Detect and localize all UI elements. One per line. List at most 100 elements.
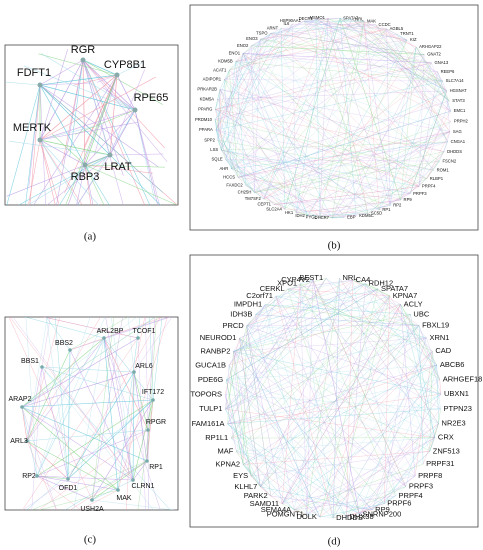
edge bbox=[346, 280, 353, 518]
edge bbox=[91, 316, 115, 501]
edge bbox=[103, 337, 149, 431]
edge bbox=[82, 59, 168, 162]
node-label: MAK bbox=[116, 495, 132, 502]
edge bbox=[112, 98, 136, 111]
edge bbox=[331, 40, 408, 219]
node-label: FAXDC2 bbox=[226, 182, 243, 187]
edge bbox=[242, 464, 295, 511]
edge bbox=[229, 70, 239, 178]
node-label: KLHL7 bbox=[234, 482, 257, 491]
node-label: CA4 bbox=[356, 275, 371, 284]
node-label: EYS bbox=[233, 471, 248, 480]
edge bbox=[69, 316, 171, 351]
node-label: HK1 bbox=[285, 210, 294, 215]
edge bbox=[233, 351, 321, 518]
edge bbox=[379, 81, 443, 211]
edge bbox=[352, 19, 417, 48]
edge bbox=[225, 279, 353, 410]
edge bbox=[36, 475, 134, 481]
edge bbox=[352, 279, 390, 297]
edge bbox=[409, 90, 447, 194]
edge bbox=[229, 70, 357, 217]
edge bbox=[36, 475, 93, 501]
edge bbox=[221, 149, 391, 206]
node-label: RPGR bbox=[146, 419, 166, 426]
node bbox=[116, 488, 120, 492]
edge bbox=[51, 133, 86, 166]
edge bbox=[245, 185, 264, 200]
edge bbox=[55, 316, 69, 480]
node-label: ARHGEF18 bbox=[443, 374, 483, 383]
edge bbox=[246, 325, 283, 504]
node-label: RLBP1 bbox=[430, 176, 444, 181]
edge bbox=[84, 164, 94, 206]
edge bbox=[235, 23, 293, 62]
node-label: PRPF3 bbox=[409, 482, 433, 491]
edge bbox=[109, 153, 164, 156]
edge bbox=[82, 59, 151, 206]
panel-label: (b) bbox=[328, 240, 341, 252]
edge bbox=[25, 316, 38, 477]
node-label: REEP6 bbox=[441, 69, 455, 74]
edge bbox=[331, 110, 451, 219]
edge bbox=[117, 316, 168, 491]
edge bbox=[39, 139, 60, 205]
node-label: BEST1 bbox=[299, 273, 323, 282]
edge bbox=[251, 20, 304, 46]
edge bbox=[260, 38, 411, 194]
edge bbox=[346, 364, 438, 518]
edge bbox=[233, 351, 261, 487]
edge bbox=[39, 139, 56, 206]
edge bbox=[64, 460, 148, 511]
edge bbox=[39, 82, 90, 86]
edge bbox=[384, 314, 411, 504]
edge bbox=[400, 62, 432, 201]
node-label: BBS2 bbox=[55, 340, 73, 347]
edge bbox=[254, 131, 450, 193]
edge bbox=[287, 288, 420, 326]
node-label: FDFT1 bbox=[17, 67, 51, 79]
node-label: PPARG bbox=[198, 107, 212, 112]
node-label: MAF bbox=[218, 447, 234, 456]
edge bbox=[414, 351, 433, 476]
edge bbox=[84, 164, 105, 206]
edge bbox=[332, 295, 390, 519]
edge bbox=[215, 80, 443, 131]
edge bbox=[69, 59, 84, 157]
edge bbox=[300, 279, 314, 284]
edge bbox=[21, 316, 137, 408]
edge bbox=[296, 28, 387, 214]
node-label: MSMO1 bbox=[310, 15, 326, 20]
edge bbox=[386, 28, 448, 142]
edge bbox=[39, 139, 83, 206]
edge bbox=[333, 350, 433, 519]
edge bbox=[5, 81, 41, 86]
node-label: XRN1 bbox=[429, 333, 449, 342]
edge bbox=[215, 129, 232, 169]
edge bbox=[275, 279, 353, 297]
edge bbox=[233, 304, 266, 352]
node-label: ARNT bbox=[267, 25, 279, 30]
edge bbox=[39, 76, 157, 141]
edge bbox=[221, 149, 285, 210]
edge bbox=[281, 28, 432, 64]
edge bbox=[372, 475, 416, 510]
edge bbox=[333, 509, 373, 519]
node-label: DECR1 bbox=[299, 16, 314, 21]
edge bbox=[438, 408, 441, 424]
edge bbox=[306, 350, 433, 515]
node-label: ACAT1 bbox=[213, 67, 227, 72]
edge bbox=[221, 24, 293, 151]
node-label: ADIPOR1 bbox=[203, 77, 222, 82]
edge bbox=[343, 54, 425, 218]
edge bbox=[242, 53, 333, 219]
edge bbox=[331, 213, 368, 219]
edge bbox=[217, 140, 226, 160]
edge bbox=[227, 423, 321, 518]
edge bbox=[333, 486, 406, 519]
node bbox=[90, 498, 94, 502]
edge bbox=[273, 131, 450, 205]
edge bbox=[275, 295, 427, 339]
edge bbox=[36, 475, 81, 511]
edge bbox=[273, 193, 411, 205]
